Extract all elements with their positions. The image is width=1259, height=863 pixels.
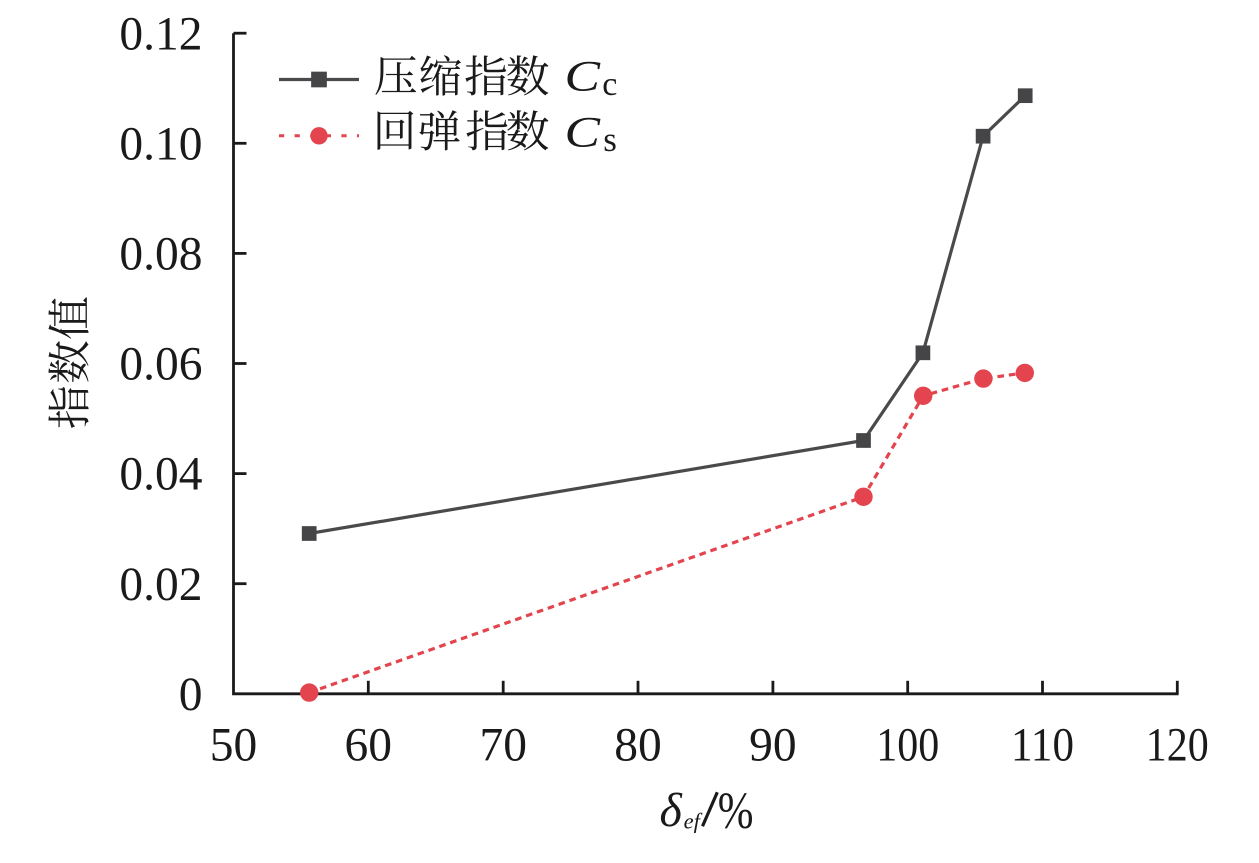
svg-text:0: 0: [179, 669, 203, 721]
svg-text:s: s: [603, 120, 617, 159]
svg-text:0.02: 0.02: [119, 559, 202, 611]
svg-text:0.04: 0.04: [119, 449, 202, 501]
svg-text:0.10: 0.10: [119, 118, 202, 170]
svg-text:0.08: 0.08: [119, 229, 202, 281]
svg-text:δ: δ: [660, 784, 683, 837]
svg-text:ef: ef: [684, 809, 703, 834]
svg-text:110: 110: [1011, 719, 1074, 771]
svg-text:C: C: [565, 54, 602, 101]
svg-text:c: c: [602, 66, 617, 103]
svg-text:70: 70: [479, 719, 527, 771]
svg-text:50: 50: [210, 719, 258, 771]
svg-text:0.06: 0.06: [119, 339, 202, 391]
svg-text:C: C: [565, 109, 602, 156]
svg-text:90: 90: [749, 719, 797, 771]
svg-text:0.12: 0.12: [119, 8, 202, 60]
svg-text:%: %: [718, 783, 754, 840]
svg-text:100: 100: [876, 719, 939, 771]
svg-text:80: 80: [614, 719, 662, 771]
svg-text:120: 120: [1146, 719, 1209, 771]
svg-text:60: 60: [345, 719, 393, 771]
